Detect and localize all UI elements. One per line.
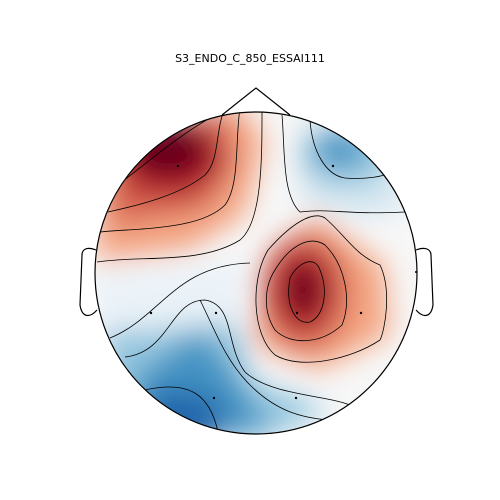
contour-line xyxy=(281,114,406,214)
contour-line xyxy=(288,261,325,323)
contour-line xyxy=(265,240,347,342)
sensor-dot-icon xyxy=(295,311,299,315)
contour-line xyxy=(144,386,219,433)
right-ear-icon xyxy=(415,247,434,316)
sensor-markers xyxy=(149,164,417,400)
contour-line xyxy=(199,299,331,421)
contour-line xyxy=(124,299,351,406)
sensor-dot-icon xyxy=(294,396,298,400)
contour-line xyxy=(107,112,226,213)
contour-line xyxy=(309,119,393,179)
field-region-left-neutral xyxy=(95,262,245,330)
contour-lines xyxy=(96,112,406,433)
nose-icon xyxy=(221,87,291,116)
figure-title: S3_ENDO_C_850_ESSAI111 xyxy=(175,52,325,65)
field-region-right-peak xyxy=(286,262,322,318)
potential-field xyxy=(95,112,417,434)
sensor-dot-icon xyxy=(212,396,216,400)
sensor-dot-icon xyxy=(149,311,153,315)
sensor-dot-icon xyxy=(214,311,218,315)
contour-line xyxy=(255,215,387,363)
contour-line xyxy=(117,117,211,186)
contour-line xyxy=(109,262,251,339)
field-region-top-left-peak xyxy=(128,122,208,178)
sensor-dot-icon xyxy=(176,164,180,168)
field-region-bottom-core xyxy=(135,390,225,434)
sensor-dot-icon xyxy=(359,311,363,315)
head-outline xyxy=(94,111,418,435)
sensor-dot-icon xyxy=(331,164,335,168)
left-ear-icon xyxy=(79,247,98,316)
sensor-dot-icon xyxy=(415,271,417,273)
contour-line xyxy=(99,112,241,233)
contour-line xyxy=(96,112,263,263)
